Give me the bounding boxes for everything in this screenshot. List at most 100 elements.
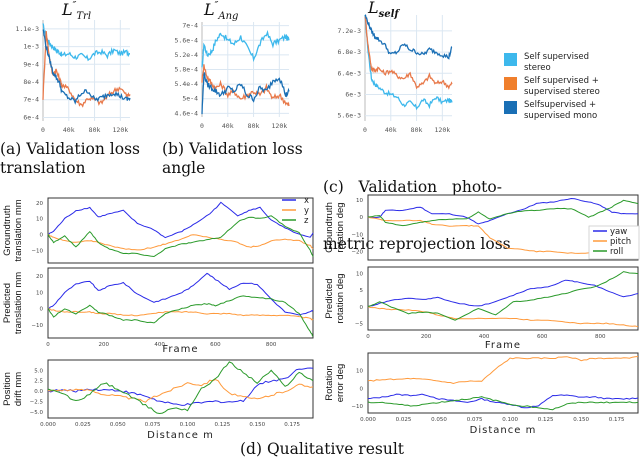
legend-label-roll: roll <box>610 247 623 257</box>
x-tick-label: 0.100 <box>502 417 518 423</box>
y-tick-label: 10 <box>356 272 363 278</box>
x-tick-label: 120k <box>113 126 129 134</box>
series-line-x <box>47 201 314 239</box>
plot-frame <box>47 197 314 264</box>
caption-c-line1: (c) Validation photo- <box>323 178 502 196</box>
y-axis-label: Positiondrift mm <box>2 372 24 406</box>
x-tick-label: 0.000 <box>40 422 56 428</box>
x-tick-label: 0 <box>41 126 45 134</box>
y-tick-label: −10 <box>351 404 363 410</box>
series-line-yaw <box>367 393 639 409</box>
plot-b-title: L″Ang <box>204 0 238 22</box>
x-tick-label: 0.100 <box>180 422 196 428</box>
caption-a-line1: (a) Validation loss <box>0 140 140 158</box>
plot-a-title-sup: ″ <box>72 0 77 12</box>
series-line-y <box>47 233 314 251</box>
series-line-y <box>47 378 314 403</box>
x-tick-label: 0.150 <box>573 417 589 423</box>
series-line-selfsupervised-supervised-mono <box>364 14 453 60</box>
x-tick-label: 40k <box>385 126 397 134</box>
plot-b-title-main: L <box>204 0 215 19</box>
series-line-self-supervised-supervised-stereo <box>201 64 290 107</box>
y-tick-label: 8e-4 <box>23 78 39 86</box>
legend-label-line2: stereo <box>524 63 551 73</box>
y-tick-label: 5.6e-3 <box>338 112 362 120</box>
y-tick-label: 9e-4 <box>23 60 39 68</box>
chart-validation-loss-angle: 7e-4 5.6e-4 5.2e-4 5.8e-4 5.4e-4 5e-4 4.6e-40 4… <box>175 22 290 130</box>
caption-b: (b) Validation loss angle <box>162 140 312 178</box>
series-line-z <box>47 215 314 258</box>
series-line-roll <box>367 271 639 321</box>
y-axis-label-line1: Predicted <box>324 278 335 318</box>
series-line-selfsupervised-supervised-mono <box>42 29 131 105</box>
y-tick-label: 2.5 <box>34 379 43 385</box>
legend-label-z: z <box>304 216 309 226</box>
y-axis-label: Groundtruthtranslation mm <box>2 199 24 261</box>
chart-predicted-rotation: 10 5 0 −5 0 200 400 600 800 Frame Predictedrotatio… <box>324 266 639 351</box>
y-tick-label: 10 <box>356 369 363 375</box>
caption-b-line2: angle <box>162 159 206 177</box>
y-tick-label: 10 <box>356 198 363 204</box>
plot-c-title: Lself <box>368 0 399 20</box>
series-line-x <box>47 272 314 316</box>
chart-validation-photometric-loss: 7.2e-3 6.8e-3 6.4e-3 6e-3 5.6e-30 40k 80k 120k <box>338 14 453 134</box>
y-tick-label: 4.6e-4 <box>175 109 199 117</box>
y-tick-label: 5.0 <box>34 368 43 374</box>
y-tick-label: 6.4e-3 <box>338 69 362 77</box>
series-line-pitch <box>367 356 639 385</box>
x-tick-label: 600 <box>537 334 548 340</box>
y-tick-label: 0.0 <box>34 389 43 395</box>
x-tick-label: 0.025 <box>396 417 412 423</box>
chart-position-drift: 5.0 2.5 0.0 −2.5 −5.0 0.000 0.025 0.050 0.075 0.1… <box>2 359 314 441</box>
series-line-roll <box>368 199 639 227</box>
y-tick-label: 7.2e-3 <box>338 27 362 35</box>
x-tick-label: 800 <box>595 334 606 340</box>
plot-frame <box>367 352 639 414</box>
x-tick-label: 400 <box>154 342 165 348</box>
chart-validation-loss-translation: 1.1e-3 1e-3 9e-4 8e-4 7e-4 6e-40 40k 80k 120k <box>16 20 131 134</box>
y-tick-label: 7e-4 <box>182 22 198 30</box>
y-tick-label: 20 <box>36 201 43 207</box>
x-tick-label: 0 <box>200 122 204 130</box>
y-tick-label: −10 <box>31 323 43 329</box>
plot-b-title-sub: Ang <box>218 11 239 23</box>
x-tick-label: 800 <box>266 342 277 348</box>
x-tick-label: 0.075 <box>145 422 161 428</box>
x-tick-label: 0.150 <box>249 422 265 428</box>
series-line-pitch <box>367 306 639 328</box>
x-tick-label: 0.125 <box>214 422 230 428</box>
y-tick-label: −10 <box>351 232 363 238</box>
x-tick-label: 0.175 <box>609 417 625 423</box>
y-tick-label: −5.0 <box>30 410 44 416</box>
series-line-self-supervised-stereo <box>364 14 453 111</box>
y-tick-label: 20 <box>36 274 43 280</box>
series-line-z <box>47 361 314 415</box>
y-tick-label: 5.4e-4 <box>175 80 199 88</box>
legend-label-line1: Self supervised <box>524 52 590 62</box>
x-axis-label: Frame <box>485 340 521 351</box>
caption-a-line2: translation <box>0 159 86 177</box>
plot-frame <box>47 267 314 339</box>
legend-label-line2: supervised mono <box>524 111 598 121</box>
x-tick-label: 0.125 <box>538 417 554 423</box>
caption-b-line1: (b) Validation loss <box>162 140 303 158</box>
plot-a-title-sub: Trl <box>76 11 92 23</box>
y-axis-label-line2: rotation deg <box>335 273 346 323</box>
caption-a: (a) Validation loss translation <box>0 140 150 178</box>
y-tick-label: 6e-4 <box>23 113 39 121</box>
y-tick-label: 0 <box>40 307 44 313</box>
y-tick-label: 6e-3 <box>345 91 361 99</box>
plot-a-title: L″Trl <box>62 0 91 22</box>
y-axis-label: Groundtruthrotation deg <box>324 202 346 253</box>
y-axis-label: Rotationerror deg <box>324 364 346 403</box>
legend-swatch-self-stereo <box>504 53 517 66</box>
x-tick-label: 200 <box>421 334 432 340</box>
x-tick-label: 0.075 <box>467 417 483 423</box>
y-tick-label: 0 <box>360 215 364 221</box>
y-tick-label: 10 <box>36 217 43 223</box>
y-axis-label-line1: Position <box>2 372 13 406</box>
y-axis-label-line1: Groundtruth <box>324 202 335 253</box>
x-tick-label: 200 <box>99 342 110 348</box>
legend-item-self-sup-stereo: Self supervised + supervised stereo <box>504 76 640 100</box>
y-axis-label-line1: Groundtruth <box>2 205 13 256</box>
